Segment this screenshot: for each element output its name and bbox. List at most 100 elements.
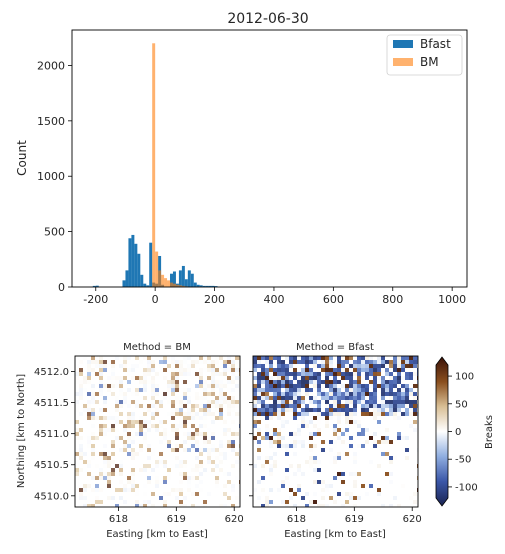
map-cell xyxy=(95,360,99,364)
map-cell xyxy=(223,444,227,448)
map-cell xyxy=(253,488,257,492)
map-cell xyxy=(103,476,107,480)
map-cell xyxy=(231,360,235,364)
map-cell xyxy=(345,376,349,380)
map-cell xyxy=(147,448,151,452)
map-cell xyxy=(123,432,127,436)
map-cell xyxy=(389,388,393,392)
map-cell xyxy=(219,408,223,412)
map-cell xyxy=(333,444,337,448)
map-cell xyxy=(183,440,187,444)
map-cell xyxy=(155,484,159,488)
map-cell xyxy=(397,404,401,408)
map-cell xyxy=(385,428,389,432)
map-cell xyxy=(143,372,147,376)
map-cell xyxy=(337,368,341,372)
map-cell xyxy=(231,488,235,492)
histogram-bar-bfast-3 xyxy=(125,270,129,287)
map-cell xyxy=(373,372,377,376)
map-cell xyxy=(203,416,207,420)
map-cell xyxy=(79,428,83,432)
map-cell xyxy=(277,376,281,380)
map-cell xyxy=(417,388,418,392)
map-cell xyxy=(115,376,119,380)
map-cell xyxy=(313,380,317,384)
map-cell xyxy=(341,356,345,360)
map-cell xyxy=(301,392,305,396)
map-cell xyxy=(365,384,369,388)
map-cell xyxy=(369,396,373,400)
map-cell xyxy=(373,392,377,396)
map-cell xyxy=(381,452,385,456)
map-cell xyxy=(413,364,417,368)
map-cell xyxy=(265,432,269,436)
map-cell xyxy=(179,400,183,404)
map-cell xyxy=(215,464,219,468)
map-cell xyxy=(139,388,143,392)
map-cell xyxy=(353,412,357,416)
map-cell xyxy=(329,368,333,372)
map-y-tick-label: 4511.5 xyxy=(34,398,69,409)
map-cell xyxy=(297,380,301,384)
map-cell xyxy=(401,484,405,488)
map-cell xyxy=(195,428,199,432)
map-cell xyxy=(277,444,281,448)
map-cell xyxy=(329,396,333,400)
map-cell xyxy=(333,456,337,460)
map-cell xyxy=(293,396,297,400)
map-panel-bfast: Method = Bfast 618 619 620 Easting [km to … xyxy=(249,342,422,540)
map-cell xyxy=(139,448,143,452)
map-cell xyxy=(83,404,87,408)
map-cell xyxy=(179,424,183,428)
map-cell xyxy=(285,448,289,452)
map-cell xyxy=(183,464,187,468)
map-cell xyxy=(99,356,103,360)
histogram-bar-bfast-23 xyxy=(190,273,194,287)
map-cell xyxy=(219,380,223,384)
map-cell xyxy=(87,392,91,396)
map-cell xyxy=(341,472,345,476)
map-cell xyxy=(277,408,281,412)
map-cell xyxy=(215,384,219,388)
map-cell xyxy=(75,432,79,436)
map-cell xyxy=(345,420,349,424)
map-cell xyxy=(103,404,107,408)
map-cell xyxy=(417,448,418,452)
map-cell xyxy=(273,376,277,380)
map-cell xyxy=(353,364,357,368)
map-cell xyxy=(401,436,405,440)
map-cell xyxy=(75,420,79,424)
map-cell xyxy=(329,484,333,488)
map-cell xyxy=(381,364,385,368)
map-cell xyxy=(417,400,418,404)
map-cell xyxy=(261,480,265,484)
map-cell xyxy=(349,404,353,408)
map-cell xyxy=(297,440,301,444)
map-cell xyxy=(159,440,163,444)
map-cell xyxy=(417,476,418,480)
map-cell xyxy=(139,468,143,472)
map-cell xyxy=(99,488,103,492)
map-cell xyxy=(389,360,393,364)
map-cell xyxy=(265,404,269,408)
map-cell xyxy=(159,356,163,360)
map-cell xyxy=(127,480,131,484)
map-cell xyxy=(361,408,365,412)
map-cell xyxy=(79,392,83,396)
map-cell xyxy=(317,364,321,368)
map-cell xyxy=(269,404,273,408)
map-cell xyxy=(353,480,357,484)
map-cell xyxy=(313,384,317,388)
map-cell xyxy=(227,404,231,408)
map-cell xyxy=(131,448,135,452)
histogram-bar-bm-5 xyxy=(167,280,171,287)
map-cell xyxy=(231,444,235,448)
map-cell xyxy=(183,448,187,452)
map-cell xyxy=(199,368,203,372)
map-cell xyxy=(139,444,143,448)
map-cell xyxy=(301,420,305,424)
map-cell xyxy=(207,360,211,364)
map-cell xyxy=(389,412,393,416)
map-cell xyxy=(103,464,107,468)
map-cell xyxy=(147,380,151,384)
